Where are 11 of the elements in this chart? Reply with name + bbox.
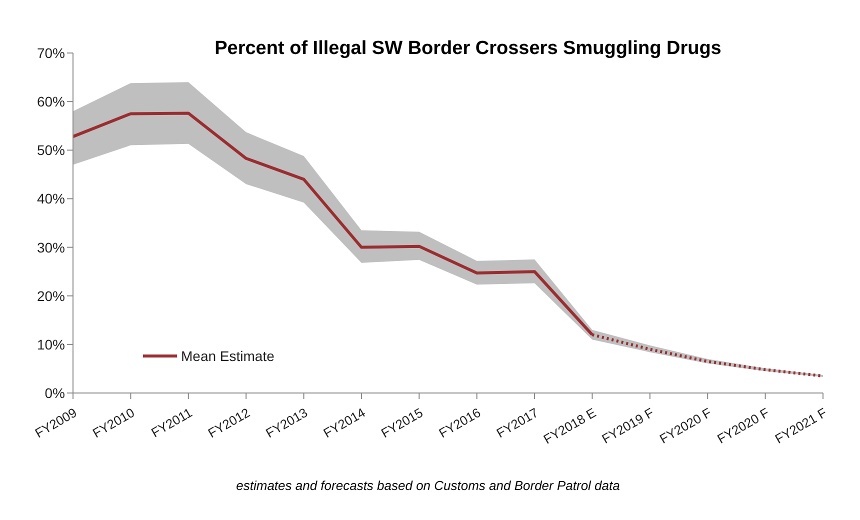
y-tick-label: 0% xyxy=(44,384,65,401)
chart-title: Percent of Illegal SW Border Crossers Smuggling Drugs xyxy=(214,38,722,60)
y-tick-label: 20% xyxy=(36,288,65,304)
text: estimates and forecasts based on Customs and Border Patrol data xyxy=(235,478,621,493)
y-tick-label: 60% xyxy=(36,94,65,110)
y-tick-label: 30% xyxy=(36,239,65,256)
y-tick-label: 10% xyxy=(36,336,65,352)
y-tick-label: 70% xyxy=(36,44,65,61)
y-tick-label: 50% xyxy=(36,142,65,158)
legend-label: Mean Estimate xyxy=(181,348,274,364)
y-tick-label: 40% xyxy=(36,190,65,207)
